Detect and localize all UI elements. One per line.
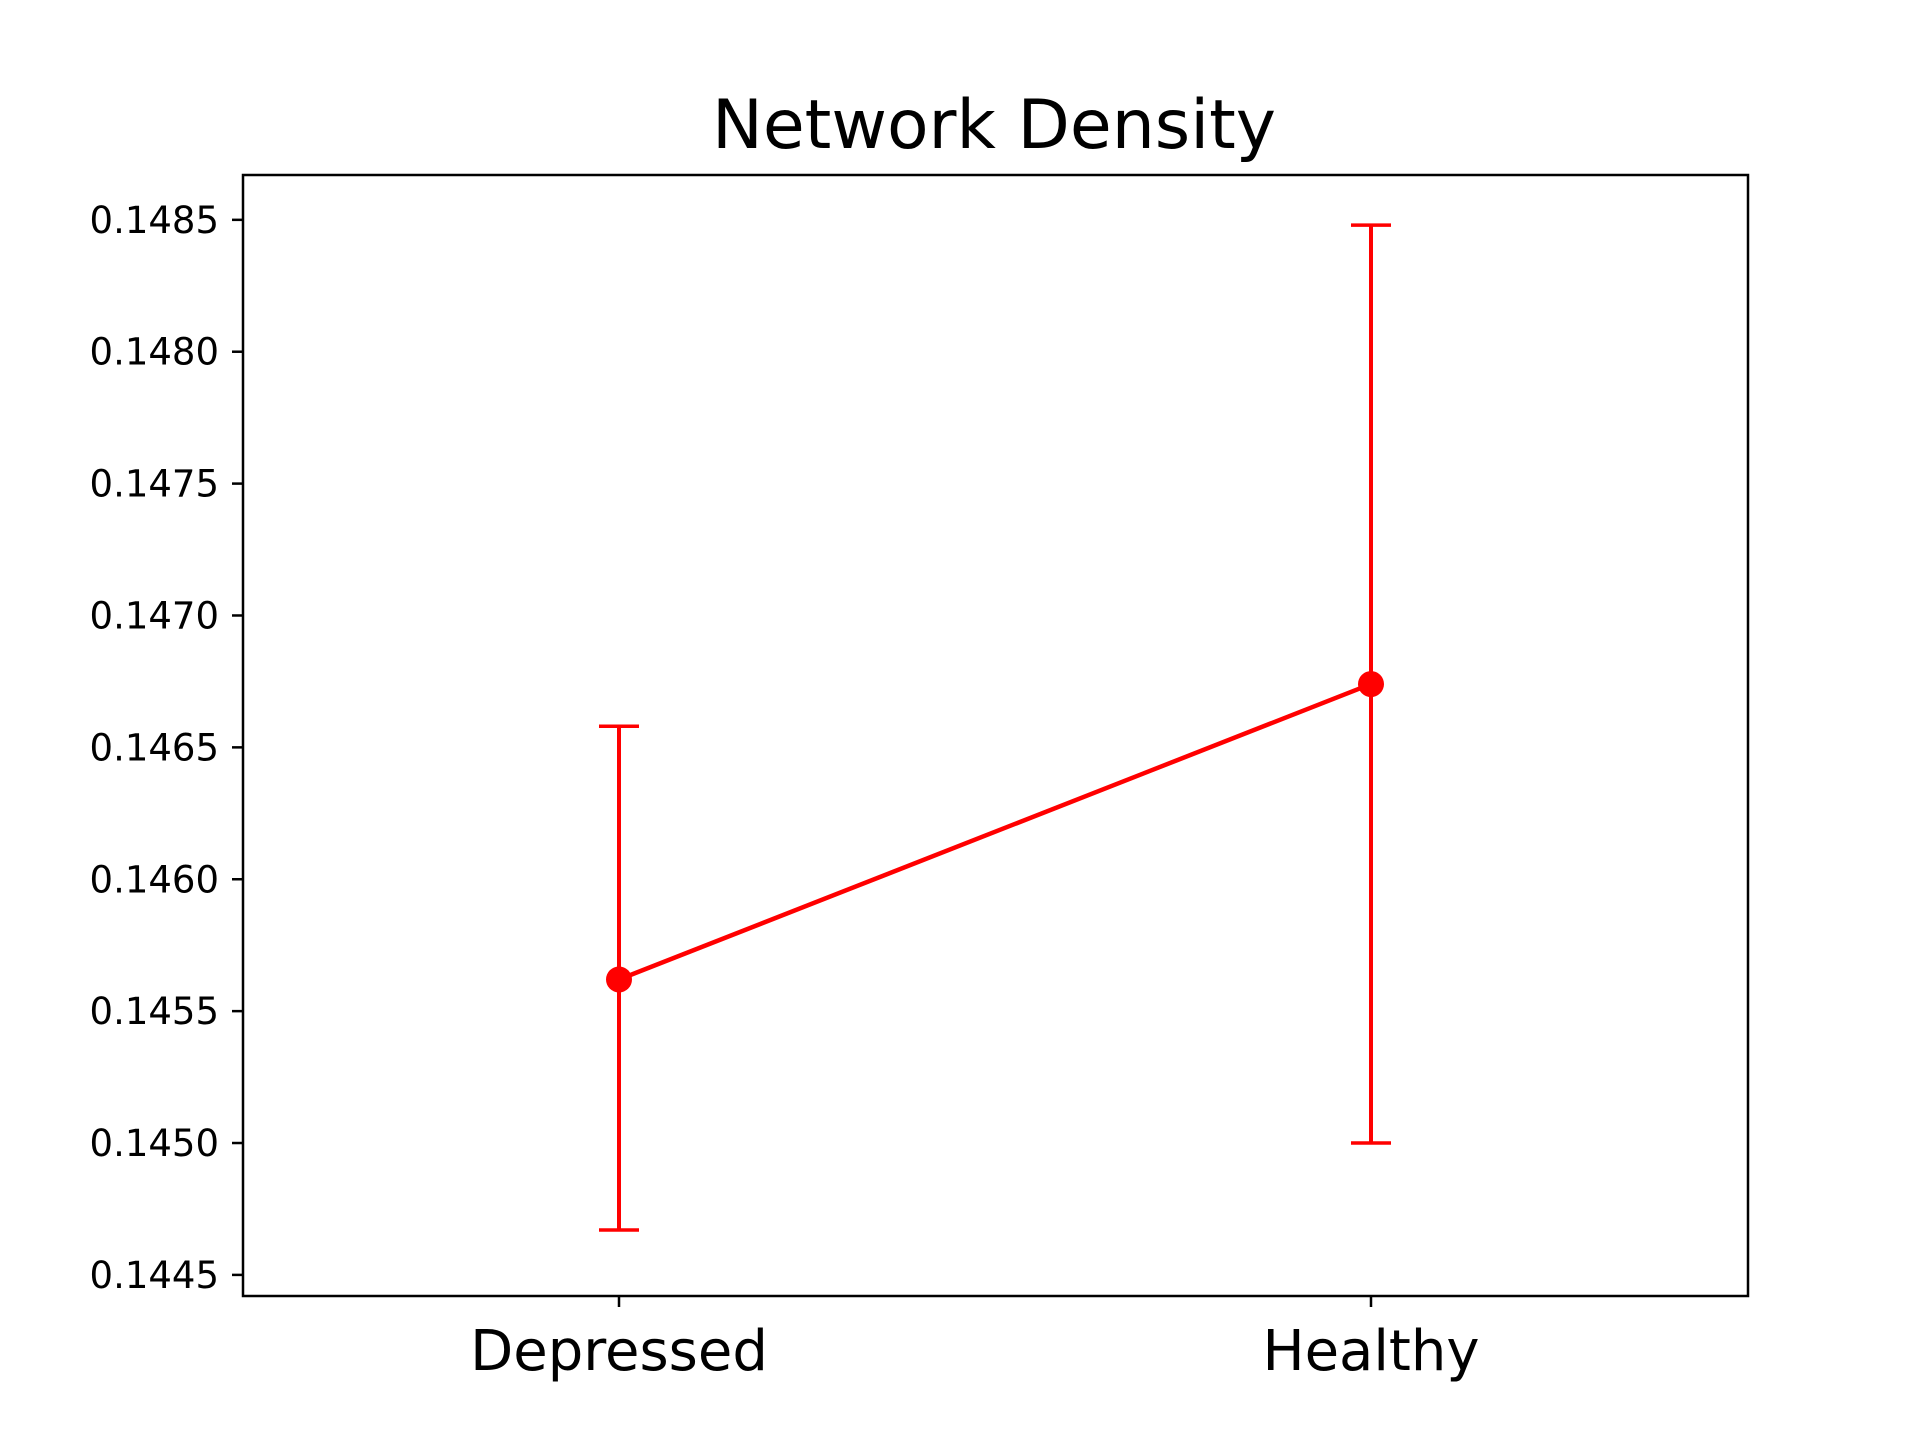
y-axis: 0.1445 0.1450 0.1455 0.1460 0.1465 0.1470 0.14…: [90, 199, 243, 1297]
y-tick-label: 0.1445: [90, 1254, 219, 1297]
chart-title: Network Density: [712, 86, 1276, 165]
y-tick-label: 0.1485: [90, 199, 219, 242]
y-tick-label: 0.1480: [90, 331, 219, 374]
y-tick-label: 0.1455: [90, 990, 219, 1033]
y-tick-label: 0.1460: [90, 858, 219, 901]
y-tick-label: 0.1450: [90, 1122, 219, 1165]
y-tick-label: 0.1470: [90, 594, 219, 637]
plot-frame: [241, 173, 1750, 1298]
x-axis: Depressed Healthy: [470, 1296, 1480, 1384]
plot-series: [599, 223, 1391, 1232]
x-tick-label: Depressed: [470, 1319, 768, 1384]
y-tick-label: 0.1465: [90, 726, 219, 769]
data-point: [1358, 671, 1384, 698]
x-tick-label: Healthy: [1262, 1319, 1479, 1384]
series-line: [618, 681, 1372, 982]
y-tick-label: 0.1475: [90, 463, 219, 506]
data-point: [606, 966, 632, 993]
